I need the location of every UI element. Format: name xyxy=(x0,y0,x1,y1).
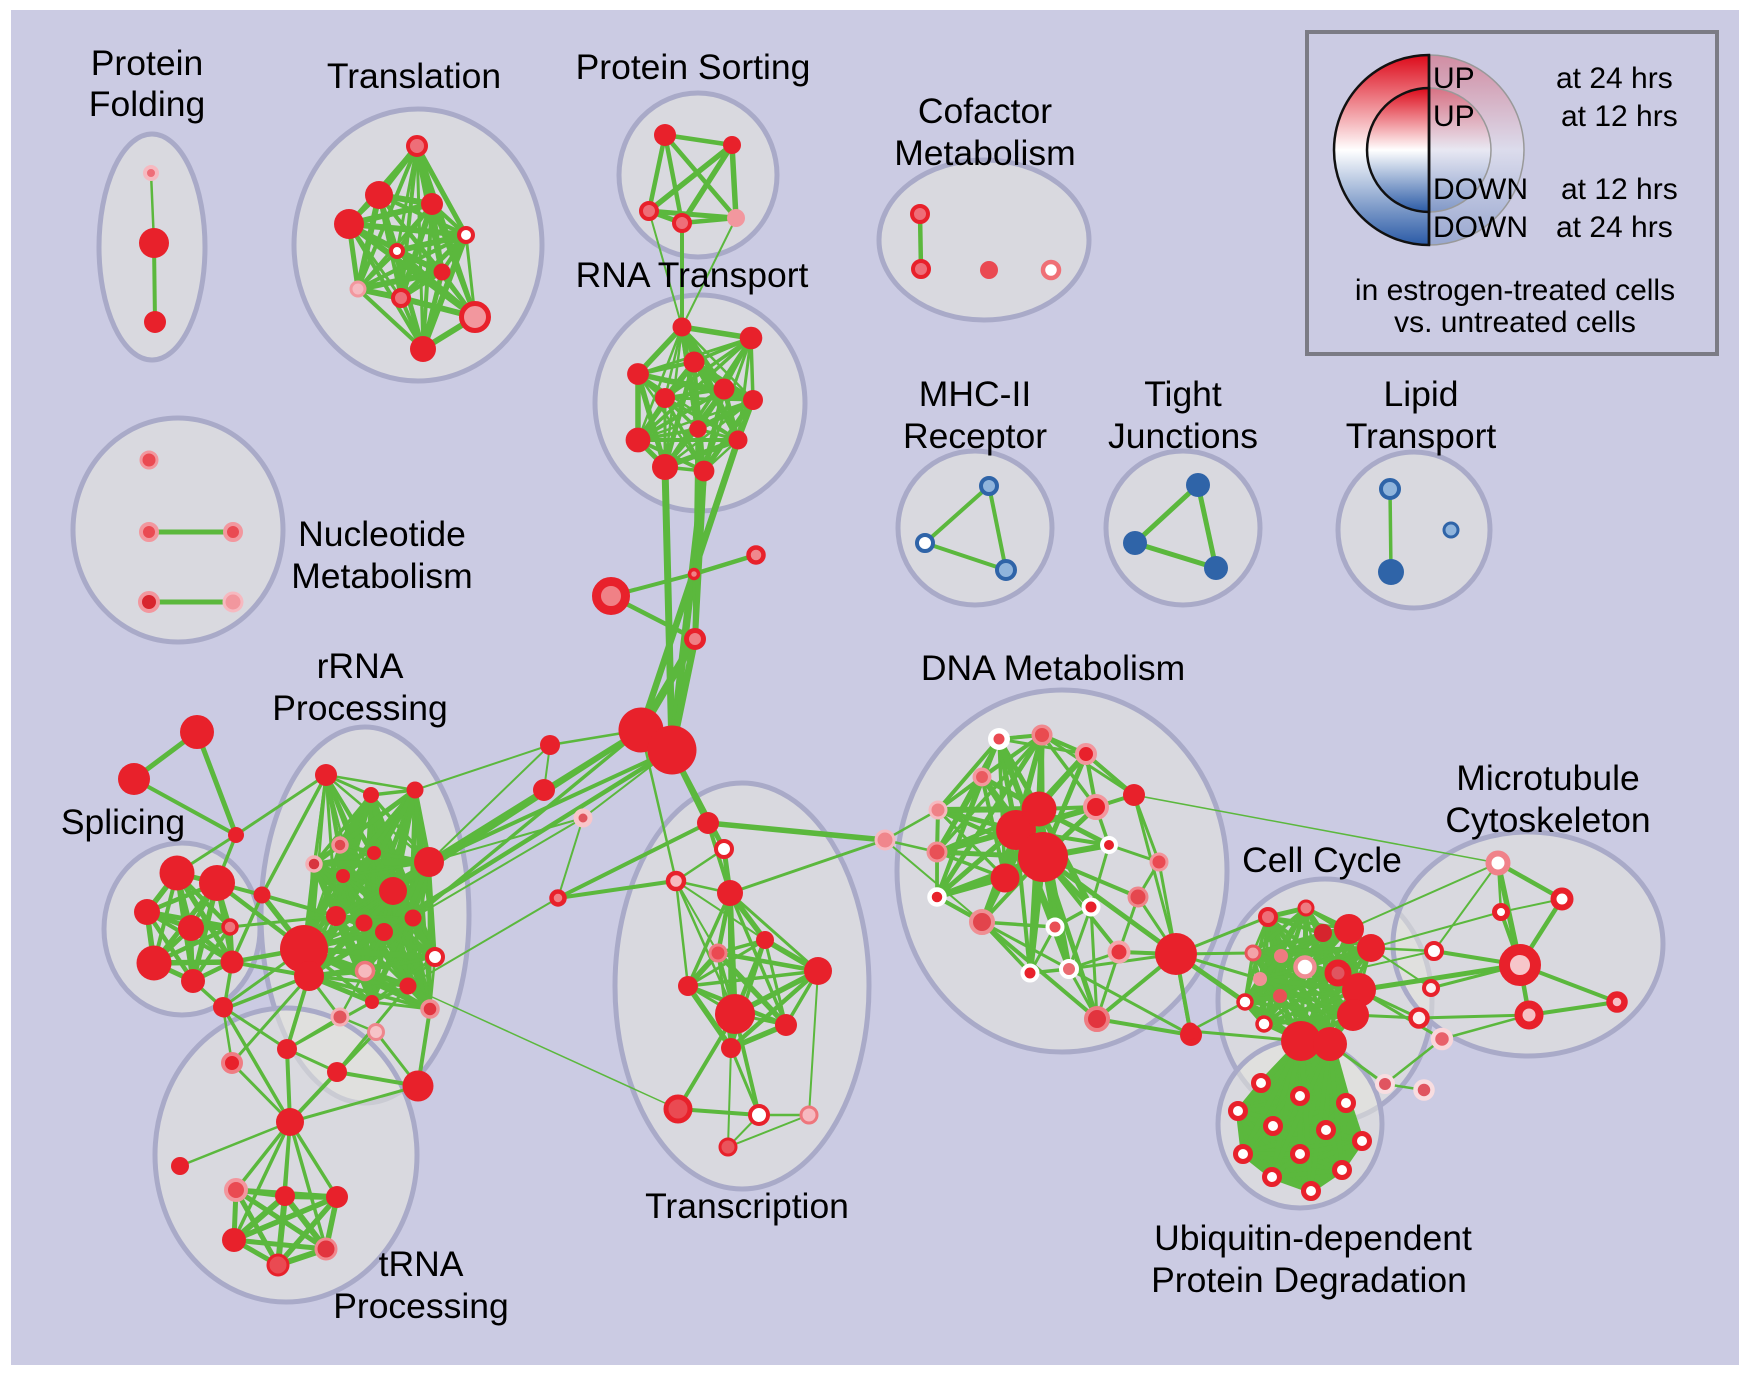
svg-text:Metabolism: Metabolism xyxy=(291,556,473,596)
svg-text:Tight: Tight xyxy=(1144,374,1222,414)
svg-text:Protein Sorting: Protein Sorting xyxy=(576,47,811,87)
svg-text:Metabolism: Metabolism xyxy=(894,133,1076,173)
svg-text:Junctions: Junctions xyxy=(1108,416,1258,456)
svg-text:Splicing: Splicing xyxy=(61,802,185,842)
svg-text:Microtubule: Microtubule xyxy=(1456,758,1640,798)
svg-text:UP: UP xyxy=(1433,100,1475,133)
svg-text:Nucleotide: Nucleotide xyxy=(298,514,466,554)
svg-text:Ubiquitin-dependent: Ubiquitin-dependent xyxy=(1154,1218,1472,1258)
svg-text:Protein: Protein xyxy=(91,43,203,83)
svg-text:Transcription: Transcription xyxy=(645,1186,849,1226)
svg-text:at 24 hrs: at 24 hrs xyxy=(1556,62,1673,95)
svg-text:tRNA: tRNA xyxy=(379,1244,464,1284)
svg-text:Transport: Transport xyxy=(1346,416,1497,456)
svg-text:Folding: Folding xyxy=(89,84,205,124)
svg-text:RNA Transport: RNA Transport xyxy=(576,255,809,295)
svg-text:Cofactor: Cofactor xyxy=(918,91,1052,131)
svg-text:Lipid: Lipid xyxy=(1383,374,1458,414)
svg-text:DOWN: DOWN xyxy=(1433,173,1528,206)
svg-text:in estrogen-treated cells: in estrogen-treated cells xyxy=(1355,274,1675,307)
svg-text:Processing: Processing xyxy=(272,688,448,728)
svg-text:Cell Cycle: Cell Cycle xyxy=(1242,840,1402,880)
svg-text:DNA Metabolism: DNA Metabolism xyxy=(921,648,1185,688)
svg-text:Protein Degradation: Protein Degradation xyxy=(1151,1260,1467,1300)
svg-text:at 12 hrs: at 12 hrs xyxy=(1561,100,1678,133)
svg-text:at 12 hrs: at 12 hrs xyxy=(1561,173,1678,206)
svg-text:Cytoskeleton: Cytoskeleton xyxy=(1445,800,1650,840)
svg-text:MHC-II: MHC-II xyxy=(919,374,1031,414)
svg-text:vs. untreated cells: vs. untreated cells xyxy=(1394,306,1636,339)
svg-text:UP: UP xyxy=(1433,62,1475,95)
svg-text:Translation: Translation xyxy=(327,56,501,96)
svg-text:at 24 hrs: at 24 hrs xyxy=(1556,211,1673,244)
svg-text:Receptor: Receptor xyxy=(903,416,1047,456)
svg-text:DOWN: DOWN xyxy=(1433,211,1528,244)
svg-text:rRNA: rRNA xyxy=(317,646,404,686)
svg-text:Processing: Processing xyxy=(333,1286,509,1326)
